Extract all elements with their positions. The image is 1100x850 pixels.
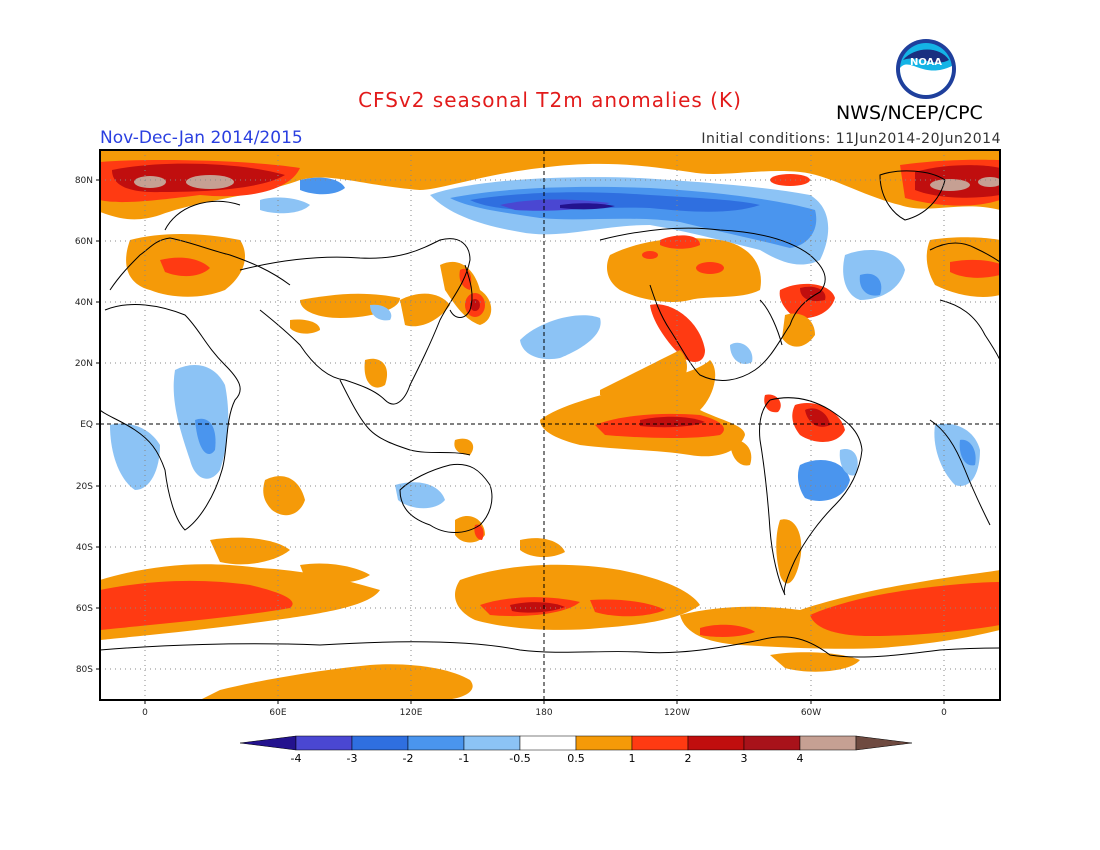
colorbar-label: -2 (403, 752, 414, 765)
colorbar-swatch (463, 735, 521, 751)
colorbar-swatch (575, 735, 633, 751)
colorbar-label: -0.5 (509, 752, 530, 765)
colorbar-swatch (351, 735, 409, 751)
colorbar-label: -1 (459, 752, 470, 765)
lat-label: 40N (75, 298, 93, 308)
colorbar-swatch (687, 735, 745, 751)
lat-label: 80N (75, 176, 93, 186)
lat-label: 60S (76, 604, 93, 614)
colorbar-swatch (631, 735, 689, 751)
lon-label: 60E (269, 708, 286, 718)
organization-label: NWS/NCEP/CPC (836, 102, 983, 124)
lon-label: 120E (400, 708, 423, 718)
colorbar-label: 1 (629, 752, 636, 765)
colorbar-swatch (407, 735, 465, 751)
lat-label: EQ (80, 420, 93, 430)
arctic-warm-band (100, 150, 1000, 220)
antarctica-warm (200, 664, 473, 700)
colorbar-label: -3 (347, 752, 358, 765)
lon-label: 120W (664, 708, 690, 718)
colorbar-swatch (295, 735, 353, 751)
map-title: CFSv2 seasonal T2m anomalies (K) (358, 88, 742, 112)
lat-label: 40S (76, 543, 93, 553)
colorbar-labels: -4 -3 -2 -1 -0.5 0.5 1 2 3 4 (291, 752, 804, 765)
lon-label: 0 (941, 708, 947, 718)
colorbar-swatch (743, 735, 801, 751)
latitude-labels: 80N 60N 40N 20N EQ 20S 40S 60S 80S (75, 176, 93, 675)
lat-label: 20N (75, 359, 93, 369)
lon-label: 60W (801, 708, 821, 718)
colorbar-arrow-low (239, 735, 297, 751)
colorbar-swatch (519, 735, 577, 751)
lon-label: 180 (535, 708, 552, 718)
svg-text:NOAA: NOAA (910, 57, 942, 68)
anomaly-field (100, 150, 1000, 700)
lat-label: 80S (76, 665, 93, 675)
colorbar (239, 735, 913, 751)
lon-label: 0 (142, 708, 148, 718)
colorbar-label: 2 (685, 752, 692, 765)
colorbar-label: -4 (291, 752, 302, 765)
lat-label: 20S (76, 482, 93, 492)
colorbar-label: 0.5 (567, 752, 585, 765)
lat-label: 60N (75, 237, 93, 247)
colorbar-swatch (799, 735, 857, 751)
colorbar-label: 3 (741, 752, 748, 765)
colorbar-arrow-high (855, 735, 913, 751)
map-frame (99, 149, 1001, 701)
coastlines (100, 170, 1000, 658)
colorbar-label: 4 (797, 752, 804, 765)
initial-conditions-label: Initial conditions: 11Jun2014-20Jun2014 (701, 131, 1001, 147)
graticule (100, 150, 1000, 700)
longitude-labels: 0 60E 120E 180 120W 60W 0 (142, 708, 947, 718)
period-label: Nov-Dec-Jan 2014/2015 (100, 128, 303, 148)
noaa-logo: NOAA (896, 39, 956, 99)
